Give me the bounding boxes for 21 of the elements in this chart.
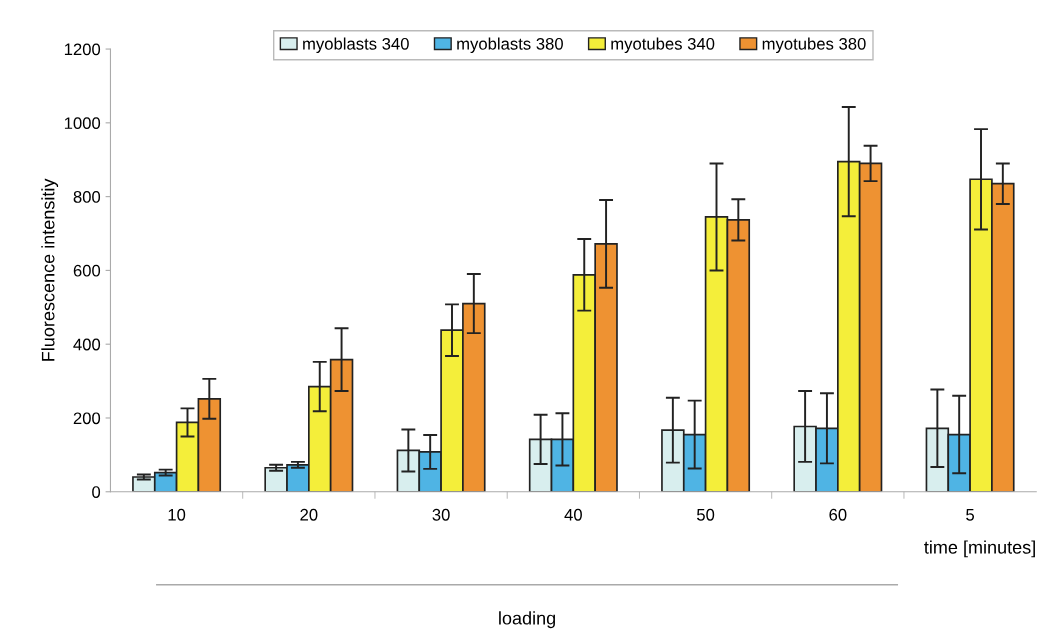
legend-label: myotubes 340 [611, 37, 715, 54]
x-tick-label: 10 [168, 508, 186, 521]
text: loading [499, 611, 556, 629]
y-tick-label: 800 [73, 191, 101, 203]
x-tick-label: 50 [696, 508, 715, 521]
y-tick-label: 1200 [64, 43, 101, 56]
y-axis-title: Fluorescence intensitiy [41, 178, 59, 361]
legend-label: myoblasts 380 [457, 37, 563, 54]
x-tick-label: 40 [564, 508, 582, 521]
x-tick-label: 60 [829, 508, 847, 521]
y-tick-label: 600 [73, 264, 101, 277]
y-tick-label: 200 [73, 412, 101, 425]
y-tick-label: 400 [73, 338, 101, 351]
x-tick-label: 30 [432, 508, 450, 521]
x-tick-label: 5 [966, 509, 975, 521]
y-tick-label: 1000 [64, 117, 101, 130]
x-tick-label: 20 [300, 508, 318, 521]
legend-label: myoblasts 340 [303, 37, 409, 54]
y-tick-label: 0 [92, 486, 101, 498]
text: time [minutes] [924, 540, 1035, 558]
legend-label: myotubes 380 [762, 37, 866, 54]
